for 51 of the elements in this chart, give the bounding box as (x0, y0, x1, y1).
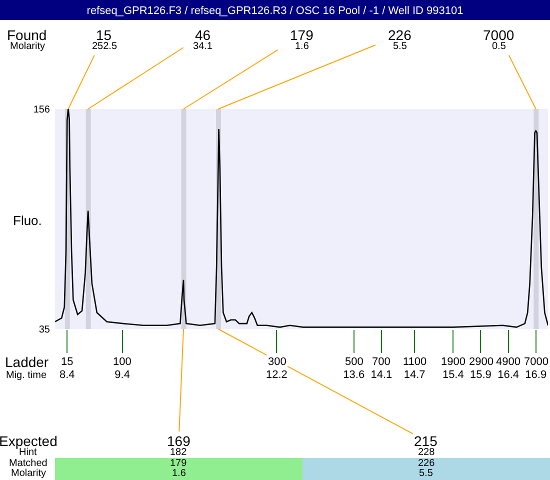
x-tick-label: 12.2 (266, 369, 288, 382)
text: 15 (61, 356, 74, 368)
text: 4900 (496, 356, 520, 368)
text: 100 (113, 356, 132, 368)
x-tick-label: 9.4 (114, 369, 130, 382)
text: 300 (268, 356, 286, 368)
text: 500 (345, 356, 364, 368)
text: 1900 (441, 356, 466, 368)
text: 182 (170, 447, 188, 458)
text: 1100 (403, 356, 427, 368)
y-tick-label: 156 (33, 104, 50, 116)
text: 226 (418, 458, 436, 469)
x-tick-label: 15.9 (470, 369, 492, 382)
text: 5.5 (393, 41, 408, 52)
text: 34.1 (193, 41, 213, 52)
x-tick-label: 15.4 (442, 369, 464, 382)
text: Molarity (10, 41, 46, 52)
text: 1.6 (295, 41, 310, 52)
annotation: 226 (388, 27, 412, 43)
text: Expected (0, 433, 58, 449)
text: Molarity (11, 468, 46, 479)
x-tick-label: 14.1 (370, 369, 392, 382)
annotation: 169 (167, 433, 191, 449)
text: 0.5 (492, 41, 506, 52)
chart-title: refseq_GPR126.F3 / refseq_GPR126.R3 / OSC 16 Pool / -1 / Well ID 993101 (86, 4, 464, 17)
annotation: 215 (414, 433, 438, 449)
text: 5.5 (419, 468, 434, 479)
text: 7000 (524, 356, 548, 368)
x-tick-label: 14.7 (404, 369, 426, 382)
y-tick-label: 35 (38, 324, 50, 336)
text: Ladder (5, 354, 49, 370)
line-series (55, 109, 548, 328)
annotation: 179 (290, 27, 314, 43)
y-axis-title: Fluo. (13, 213, 42, 228)
text: 1.6 (172, 468, 186, 479)
text: Matched (9, 458, 48, 469)
x-tick-label: 16.4 (498, 369, 520, 382)
annotation: 15 (96, 27, 112, 43)
text: 228 (418, 447, 436, 458)
annotation: 46 (195, 27, 211, 43)
x-axis-title: Mig. time (6, 370, 47, 381)
annotation: 7000 (483, 27, 514, 43)
text: 2900 (469, 356, 494, 368)
text: 179 (170, 458, 188, 469)
x-tick-label: 16.9 (525, 369, 547, 382)
x-tick-label: 8.4 (59, 369, 75, 382)
text: 252.5 (92, 41, 118, 52)
text: Found (7, 27, 47, 43)
text: Hint (19, 447, 38, 458)
text: 700 (372, 356, 390, 368)
x-tick-label: 13.6 (343, 369, 365, 382)
